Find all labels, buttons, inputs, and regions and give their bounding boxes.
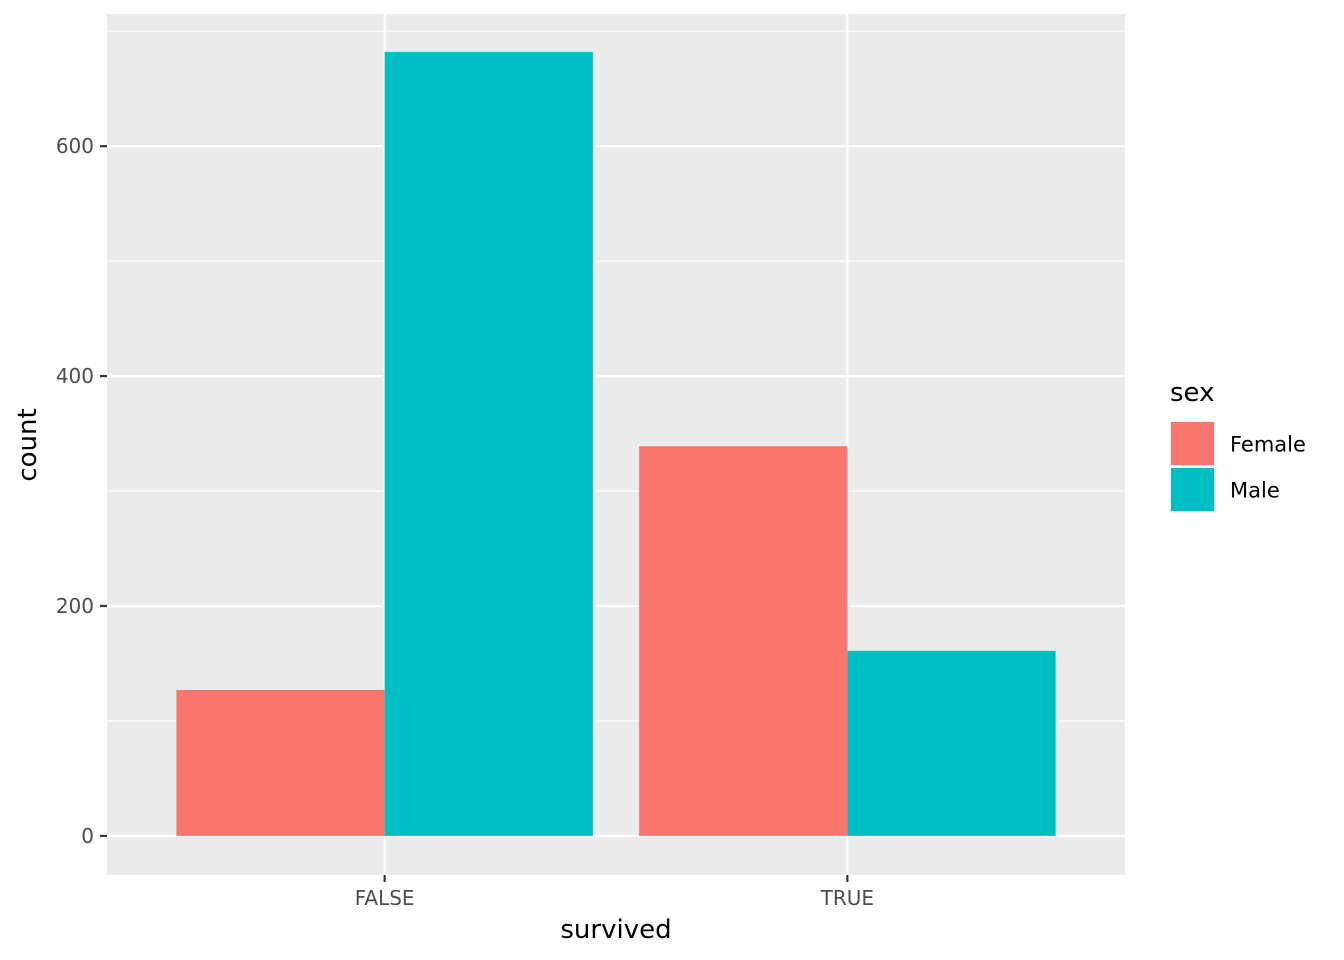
- bar-male-true: [847, 650, 1056, 836]
- y-tick-label: 0: [81, 824, 94, 848]
- x-tick-label: TRUE: [820, 886, 874, 910]
- bar-female-false: [176, 689, 385, 836]
- legend-label-male: Male: [1230, 479, 1280, 503]
- y-axis-title: count: [13, 408, 43, 481]
- bars: [176, 51, 1056, 836]
- x-axis: FALSE TRUE: [355, 875, 874, 910]
- legend-swatch-male: [1171, 468, 1214, 511]
- bar-female-true: [639, 446, 848, 836]
- bar-male-false: [384, 51, 593, 836]
- y-tick-label: 400: [56, 364, 94, 388]
- legend-title: sex: [1170, 378, 1214, 408]
- legend-swatch-female: [1171, 422, 1214, 465]
- y-tick-label: 600: [56, 134, 94, 158]
- x-tick-label: FALSE: [355, 886, 415, 910]
- legend: sex Female Male: [1170, 378, 1306, 512]
- y-axis: 0 200 400 600: [56, 134, 107, 848]
- x-axis-title: survived: [560, 915, 671, 945]
- y-tick-label: 200: [56, 594, 94, 618]
- legend-label-female: Female: [1230, 433, 1306, 457]
